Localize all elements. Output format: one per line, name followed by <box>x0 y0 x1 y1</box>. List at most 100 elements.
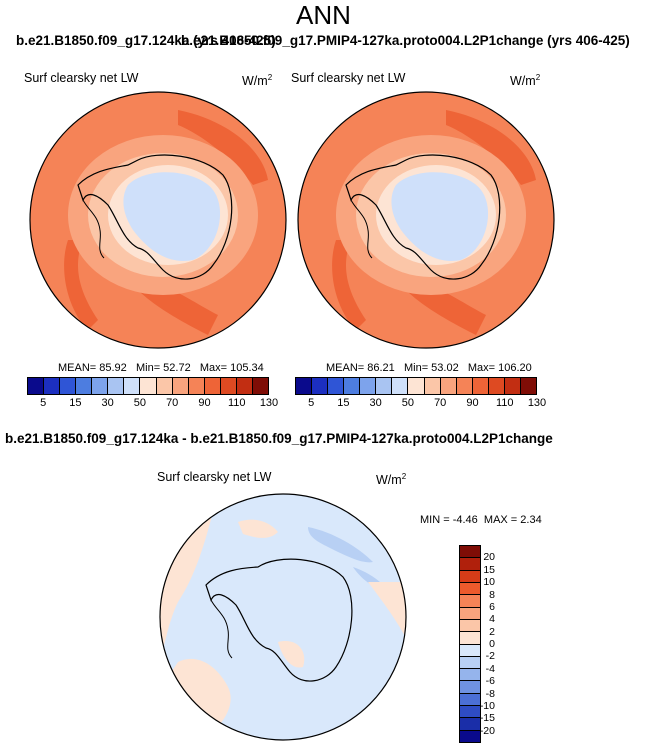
colorbar-swatch <box>460 644 480 657</box>
colorbar-swatch <box>156 378 173 394</box>
colorbar-swatch <box>296 378 313 394</box>
colorbar-tick-label: -10 <box>479 699 495 712</box>
colorbar-tick-label: 2 <box>489 625 495 638</box>
colorbar-swatch <box>344 378 361 394</box>
colorbar-swatch <box>460 706 480 719</box>
colorbar-swatch <box>460 546 480 559</box>
colorbar-tick-label: 10 <box>483 576 495 589</box>
diff-colorbar-ticks: 20 15 10 8 6 4 2 0 -2 -4 -6 -8 -10 -15 -20 <box>465 545 505 743</box>
colorbar-swatch <box>108 378 125 394</box>
colorbar-swatch <box>456 378 473 394</box>
colorbar-tick-label: -6 <box>485 675 495 688</box>
colorbar-tick-label: 5 <box>308 397 315 409</box>
colorbar-swatch <box>392 378 409 394</box>
colorbar-swatch <box>440 378 457 394</box>
colorbar-swatch <box>28 378 45 394</box>
colorbar-swatch <box>460 669 480 682</box>
diff-map <box>159 493 407 741</box>
colorbar-swatch <box>460 681 480 694</box>
diff-min: MIN = -4.46 <box>420 514 478 526</box>
colorbar-swatch <box>460 718 480 731</box>
colorbar-swatch <box>252 378 268 394</box>
colorbar-tick-label: 20 <box>483 551 495 564</box>
colorbar-tick-label: 110 <box>227 397 246 409</box>
panel1-min: Min= 52.72 <box>135 362 191 374</box>
colorbar-tick-label: 15 <box>69 397 82 409</box>
colorbar-swatch <box>60 378 77 394</box>
panel2-colorbar-ticks: 5 15 30 50 70 90 110 130 <box>295 397 546 411</box>
colorbar-swatch <box>460 595 480 608</box>
colorbar-tick-label: 130 <box>259 397 279 409</box>
colorbar-swatch <box>424 378 441 394</box>
colorbar-swatch <box>140 378 157 394</box>
colorbar-swatch <box>460 582 480 596</box>
colorbar-swatch <box>172 378 189 394</box>
colorbar-swatch <box>460 607 480 620</box>
panel1-variable-label: Surf clearsky net LW <box>24 71 139 85</box>
colorbar-tick-label: 50 <box>133 397 147 409</box>
colorbar-swatch <box>376 378 393 394</box>
colorbar-tick-label: 90 <box>466 397 479 409</box>
colorbar-tick-label: -4 <box>485 662 495 675</box>
colorbar-swatch <box>472 378 489 394</box>
colorbar-swatch <box>312 378 329 394</box>
panel2-stats: MEAN= 86.21 Min= 53.02 Max= 106.20 <box>326 362 532 375</box>
colorbar-swatch <box>460 619 480 633</box>
colorbar-tick-label: 110 <box>495 397 514 409</box>
colorbar-tick-label: -2 <box>485 650 495 663</box>
colorbar-swatch <box>460 570 480 583</box>
colorbar-swatch <box>44 378 61 394</box>
panel1-stats: MEAN= 85.92 Min= 52.72 Max= 105.34 <box>58 362 264 375</box>
colorbar-swatch <box>460 558 480 571</box>
panel2-variable-label: Surf clearsky net LW <box>291 71 406 85</box>
colorbar-swatch <box>360 378 377 394</box>
colorbar-tick-label: 130 <box>527 397 547 409</box>
colorbar-swatch <box>236 378 253 394</box>
diff-header: b.e21.B1850.f09_g17.124ka - b.e21.B1850.… <box>5 431 553 446</box>
colorbar-tick-label: 15 <box>337 397 350 409</box>
colorbar-swatch <box>460 632 480 645</box>
panel1-mean: MEAN= 85.92 <box>58 362 127 374</box>
colorbar-tick-label: 5 <box>40 397 47 409</box>
colorbar-tick-label: 4 <box>489 613 495 626</box>
diff-stats: MIN = -4.46 MAX = 2.34 <box>420 514 542 527</box>
panel1-colorbar-ticks: 5 15 30 50 70 90 110 130 <box>27 397 278 411</box>
colorbar-tick-label: 6 <box>489 600 495 613</box>
colorbar-tick-label: 30 <box>101 397 114 409</box>
case2-header: b.e21.B1850.f09_g17.PMIP4-127ka.proto004… <box>181 33 630 48</box>
colorbar-swatch <box>520 378 536 394</box>
diff-variable-label: Surf clearsky net LW <box>157 470 272 484</box>
colorbar-swatch <box>408 378 425 394</box>
colorbar-swatch <box>188 378 205 394</box>
panel2-map <box>297 91 555 349</box>
colorbar-tick-label: 0 <box>489 638 495 650</box>
colorbar-swatch <box>124 378 141 394</box>
panel2-max: Max= 106.20 <box>467 362 532 374</box>
colorbar-swatch <box>460 656 480 670</box>
panel1-units: W/m2 <box>242 73 273 89</box>
colorbar-swatch <box>488 378 505 394</box>
diff-units: W/m2 <box>376 472 407 488</box>
page-title: ANN <box>296 0 351 30</box>
panel2-colorbar <box>295 377 537 395</box>
panel2-units: W/m2 <box>510 73 541 89</box>
colorbar-tick-label: -8 <box>485 687 495 700</box>
colorbar-swatch <box>204 378 221 394</box>
diff-colorbar <box>459 545 481 743</box>
colorbar-tick-label: 15 <box>483 563 495 576</box>
colorbar-tick-label: 70 <box>166 397 179 409</box>
colorbar-swatch <box>76 378 93 394</box>
colorbar-tick-label: 90 <box>198 397 211 409</box>
panel2-mean: MEAN= 86.21 <box>326 362 395 374</box>
panel1-map <box>29 91 287 349</box>
colorbar-tick-label: 8 <box>489 588 495 601</box>
colorbar-swatch <box>504 378 521 394</box>
colorbar-tick-label: 50 <box>401 397 415 409</box>
panel1-colorbar <box>27 377 269 395</box>
colorbar-swatch <box>460 693 480 707</box>
colorbar-swatch <box>92 378 109 394</box>
colorbar-tick-label: 70 <box>434 397 447 409</box>
panel1-max: Max= 105.34 <box>199 362 264 374</box>
colorbar-tick-label: -20 <box>479 724 495 737</box>
colorbar-swatch <box>460 730 480 742</box>
